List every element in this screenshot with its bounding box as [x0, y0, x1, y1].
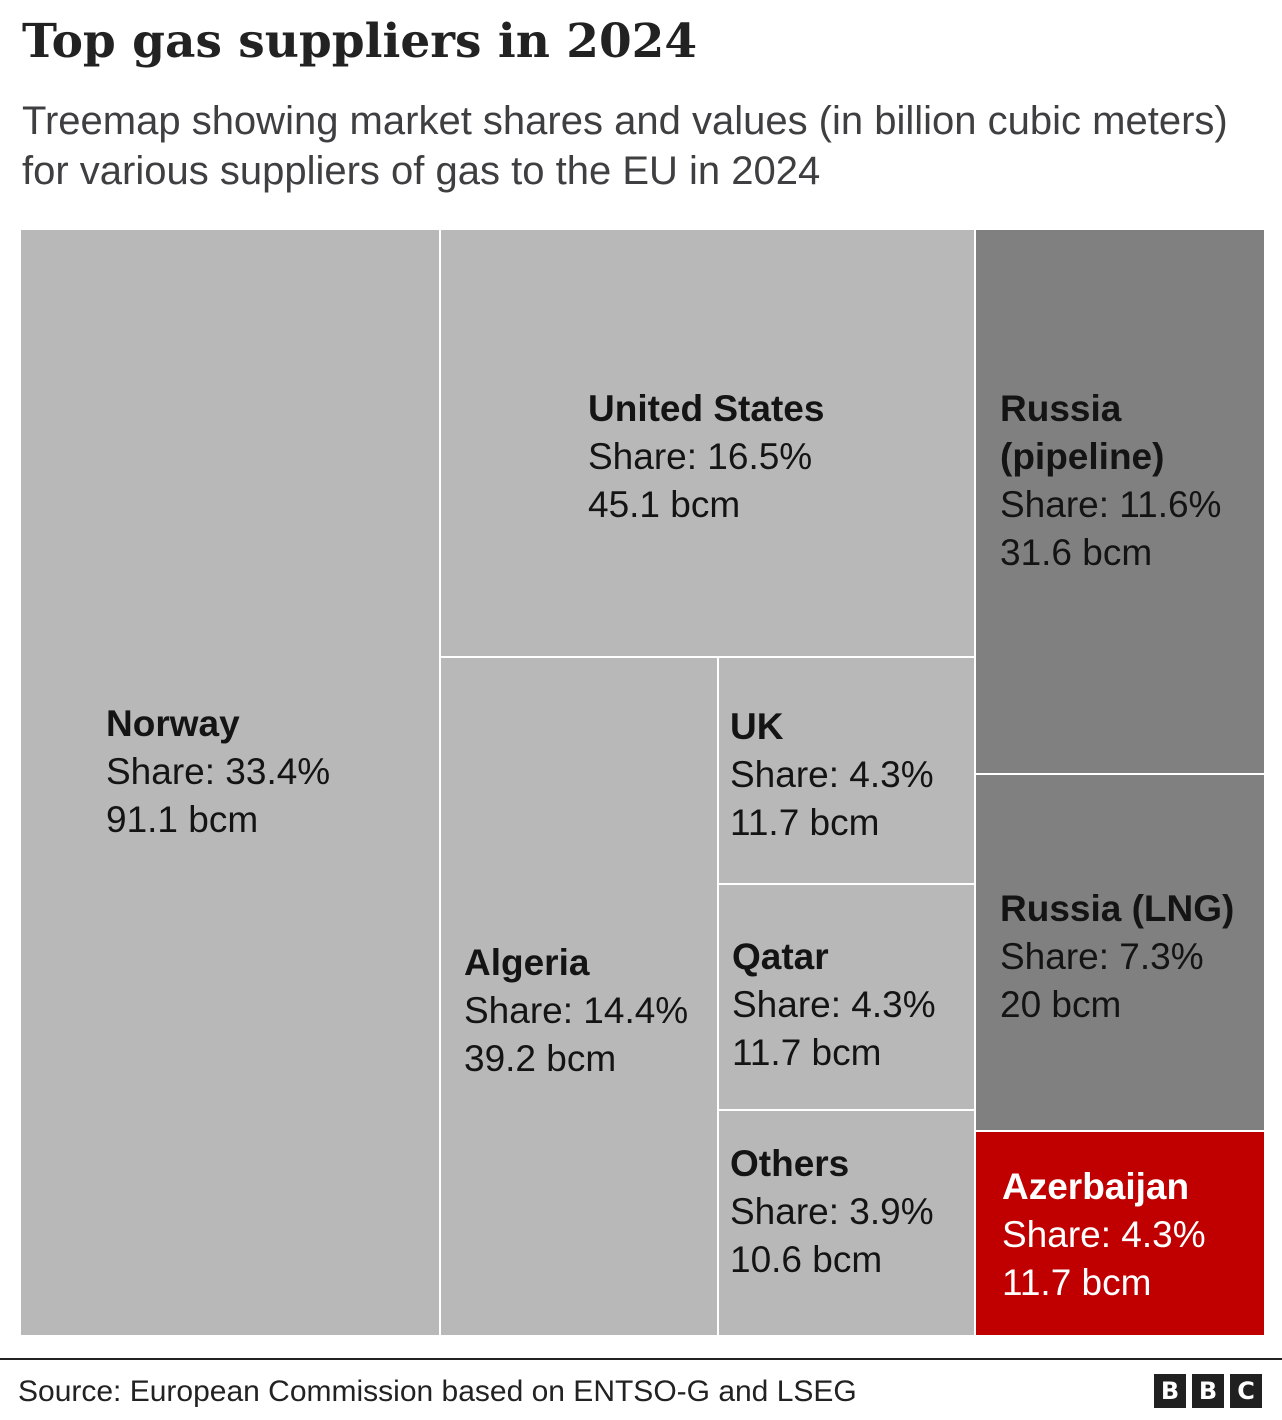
supplier-share: Share: 14.4%: [464, 990, 689, 1031]
supplier-value: 31.6 bcm: [1000, 532, 1153, 573]
supplier-share: Share: 4.3%: [1002, 1214, 1206, 1255]
treemap-tile-russia-lng: [975, 774, 1265, 1131]
supplier-name: Russia (pipeline): [1000, 388, 1165, 477]
tile-label-others: Others Share: 3.9% 10.6 bcm: [730, 1140, 934, 1284]
supplier-share: Share: 3.9%: [730, 1191, 934, 1232]
supplier-value: 45.1 bcm: [588, 484, 741, 525]
footer-divider: [0, 1358, 1282, 1360]
supplier-name: Algeria: [464, 942, 590, 983]
supplier-value: 20 bcm: [1000, 984, 1122, 1025]
supplier-value: 11.7 bcm: [732, 1032, 882, 1073]
treemap-tile-azerbaijan: [975, 1131, 1265, 1336]
supplier-share: Share: 16.5%: [588, 436, 813, 477]
supplier-value: 10.6 bcm: [730, 1239, 883, 1280]
treemap-tile-qatar: [718, 884, 975, 1110]
tile-label-uk: UK Share: 4.3% 11.7 bcm: [730, 703, 934, 847]
chart-subtitle: Treemap showing market shares and values…: [22, 99, 1228, 193]
supplier-share: Share: 7.3%: [1000, 936, 1204, 977]
tile-label-qatar: Qatar Share: 4.3% 11.7 bcm: [732, 933, 936, 1077]
logo-letter: B: [1154, 1374, 1186, 1408]
tile-label-algeria: Algeria Share: 14.4% 39.2 bcm: [464, 939, 688, 1083]
supplier-name: Qatar: [732, 936, 829, 977]
treemap-tile-uk: [718, 657, 975, 884]
bbc-logo: B B C: [1154, 1374, 1262, 1408]
treemap-tile-algeria: [440, 657, 718, 1336]
tile-label-azerbaijan: Azerbaijan Share: 4.3% 11.7 bcm: [1002, 1163, 1206, 1307]
chart-title: Top gas suppliers in 2024: [22, 14, 698, 69]
tile-label-united-states: United States Share: 16.5% 45.1 bcm: [588, 385, 824, 529]
supplier-name: Norway: [106, 703, 240, 744]
supplier-value: 39.2 bcm: [464, 1038, 617, 1079]
supplier-name: United States: [588, 388, 825, 429]
treemap-tile-russia-pipeline: [975, 229, 1265, 774]
supplier-name: UK: [730, 706, 784, 747]
source-note: Source: European Commission based on ENT…: [18, 1375, 857, 1408]
supplier-value: 91.1 bcm: [106, 799, 259, 840]
tile-label-russia-pipeline: Russia (pipeline) Share: 11.6% 31.6 bcm: [1000, 385, 1221, 577]
tile-label-norway: Norway Share: 33.4% 91.1 bcm: [106, 700, 330, 844]
tile-label-russia-lng: Russia (LNG) Share: 7.3% 20 bcm: [1000, 885, 1234, 1029]
supplier-share: Share: 11.6%: [1000, 484, 1222, 525]
supplier-name: Others: [730, 1143, 850, 1184]
supplier-name: Russia (LNG): [1000, 888, 1235, 929]
supplier-share: Share: 33.4%: [106, 751, 331, 792]
supplier-value: 11.7 bcm: [730, 802, 880, 843]
treemap-tile-united-states: [440, 229, 975, 657]
treemap-tile-others: [718, 1110, 975, 1336]
supplier-name: Azerbaijan: [1002, 1166, 1190, 1207]
treemap-tile-norway: [20, 229, 440, 1336]
supplier-share: Share: 4.3%: [730, 754, 934, 795]
supplier-value: 11.7 bcm: [1002, 1262, 1152, 1303]
logo-letter: B: [1192, 1374, 1224, 1408]
logo-letter: C: [1230, 1374, 1262, 1408]
supplier-share: Share: 4.3%: [732, 984, 936, 1025]
